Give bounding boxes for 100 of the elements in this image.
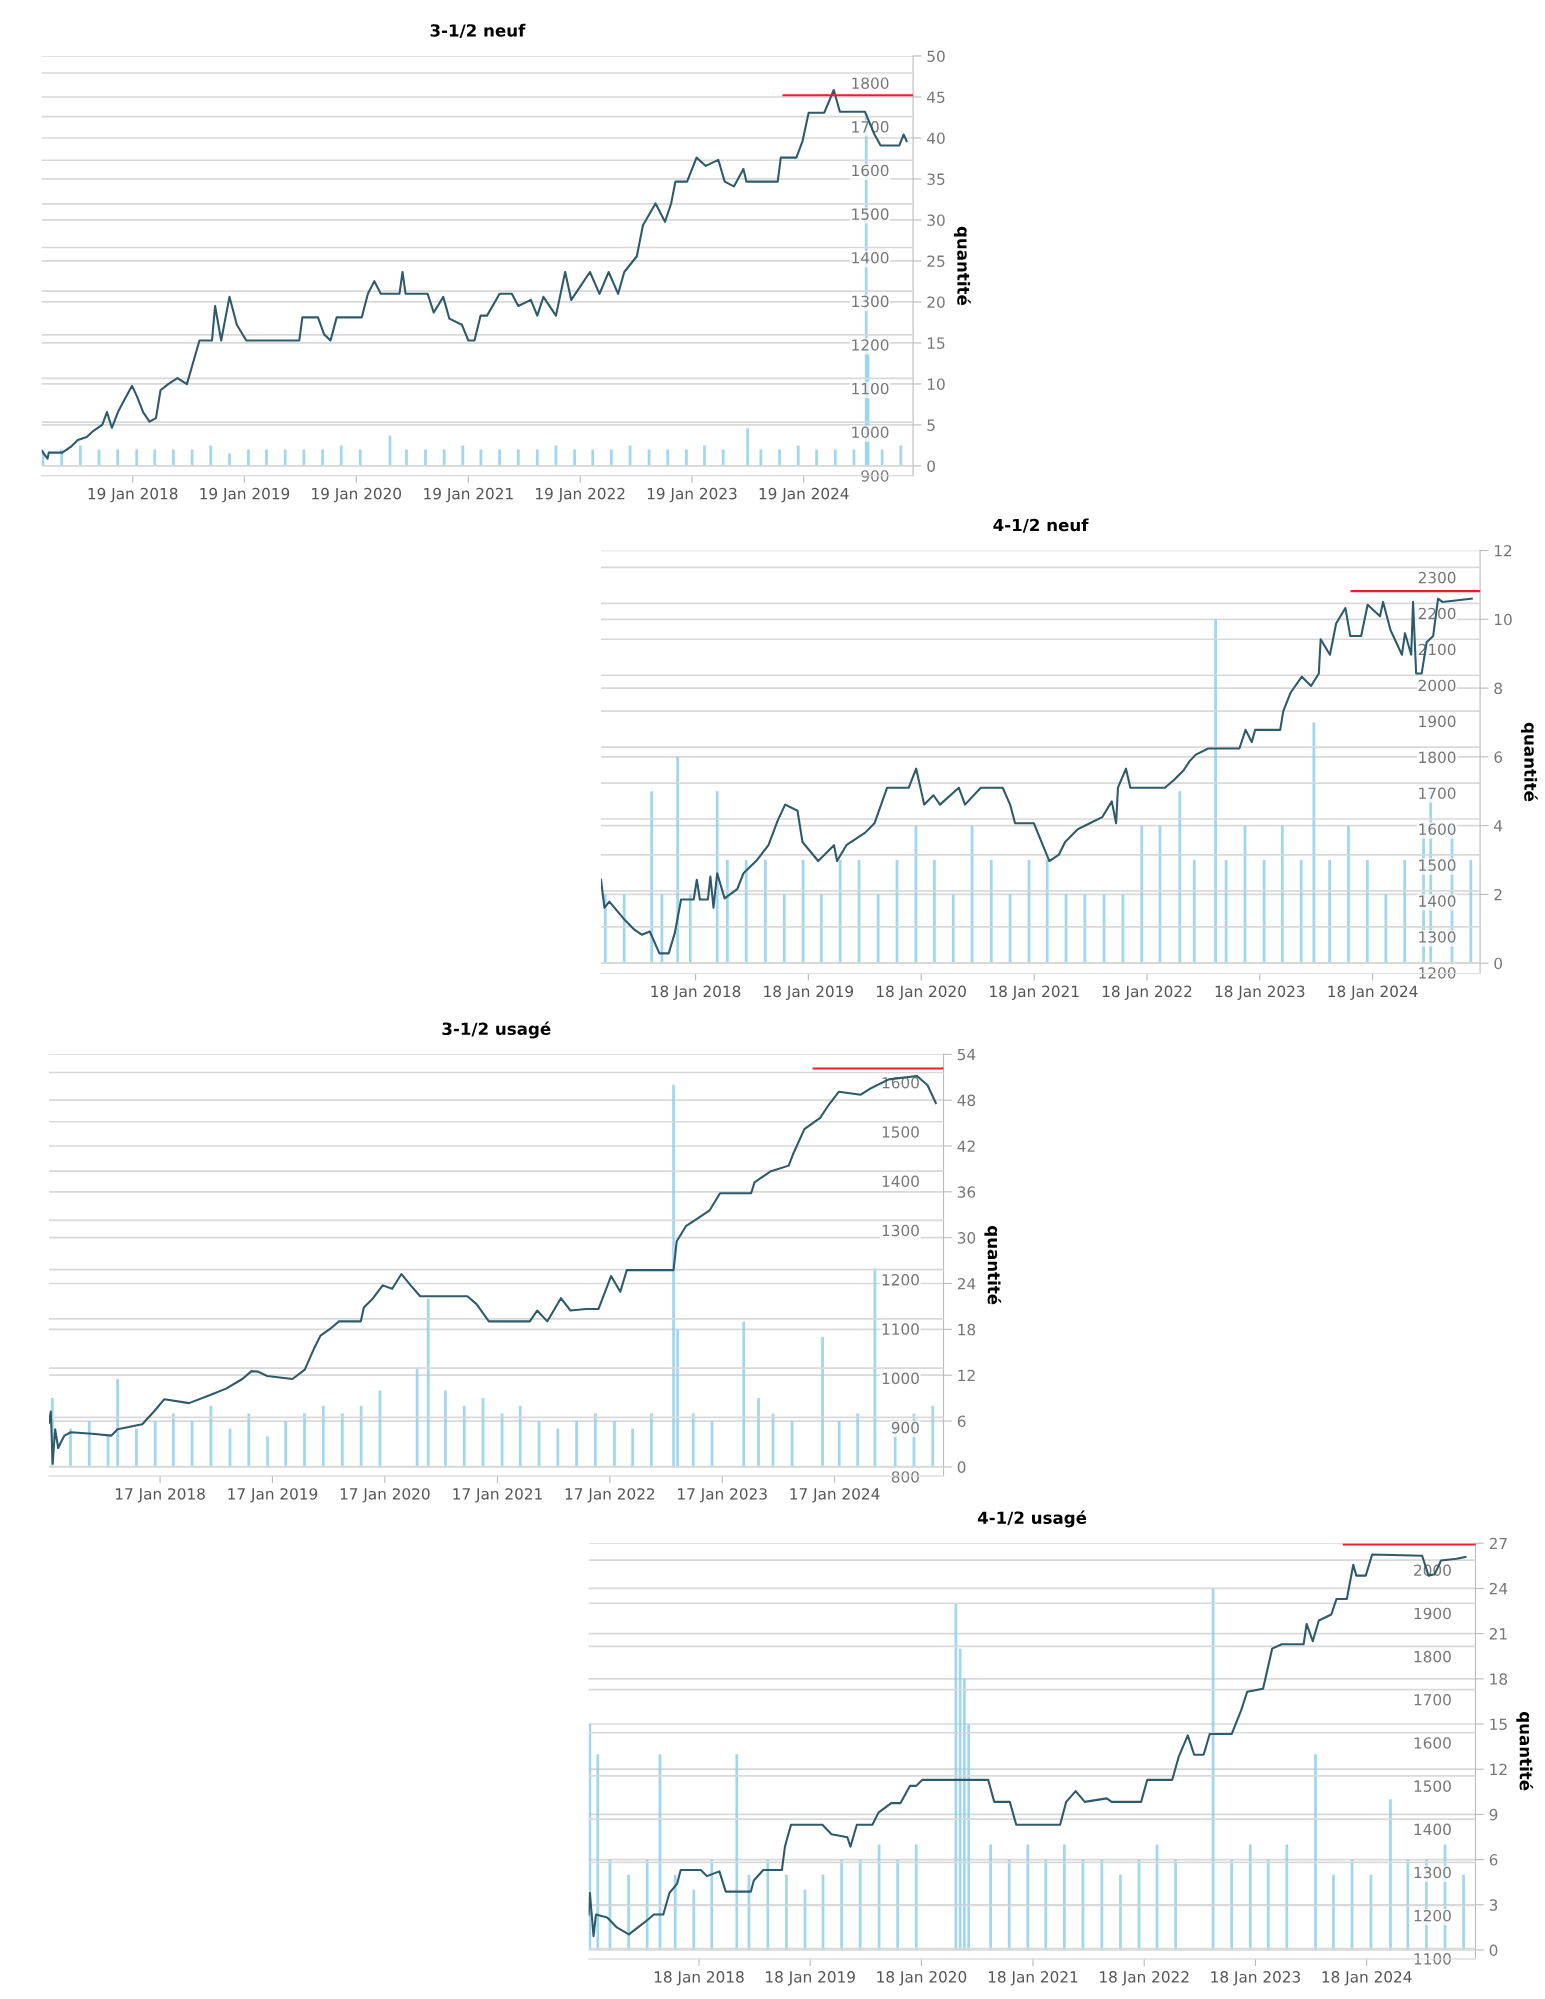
bar xyxy=(627,1874,630,1950)
bar xyxy=(821,1336,824,1467)
x-tick-label: 18 Jan 2021 xyxy=(988,1971,1078,1986)
bar xyxy=(1044,1859,1048,1950)
y2-axis-title: quantité xyxy=(953,226,971,305)
bar xyxy=(744,860,748,964)
bar xyxy=(603,894,607,964)
bar xyxy=(171,1413,175,1467)
bar xyxy=(645,1859,649,1950)
bar xyxy=(1347,825,1350,964)
bar xyxy=(613,1421,616,1467)
bar xyxy=(228,453,231,466)
y-tick-label: 1900 xyxy=(1419,715,1456,728)
x-tick-label: 18 Jan 2023 xyxy=(1215,985,1305,1000)
y-tick-label: 1200 xyxy=(1414,1909,1451,1922)
bar xyxy=(518,1405,522,1467)
y-tick-label: 800 xyxy=(891,1471,919,1483)
x-tick-label: 18 Jan 2022 xyxy=(1102,985,1192,1000)
bar xyxy=(1062,1844,1066,1950)
y-tick-label: 1200 xyxy=(852,339,889,351)
bar xyxy=(462,1405,466,1467)
bar xyxy=(1285,1844,1289,1950)
bar xyxy=(650,791,654,964)
bar xyxy=(1332,1874,1335,1950)
y2-tick-label: 30 xyxy=(927,214,945,226)
x-tick-label: 17 Jan 2024 xyxy=(790,1488,880,1503)
bar xyxy=(710,1859,714,1950)
bar xyxy=(358,449,362,466)
x-tick-label: 17 Jan 2021 xyxy=(453,1488,542,1503)
chart-title: 3-1/2 neuf xyxy=(430,23,526,39)
y2-axis-title: quantité xyxy=(984,1225,1002,1305)
bar xyxy=(1214,619,1217,964)
bar xyxy=(1045,860,1049,964)
y2-tick-label: 42 xyxy=(957,1140,975,1152)
bar xyxy=(283,449,287,466)
x-tick-label: 19 Jan 2020 xyxy=(312,487,402,503)
bar xyxy=(1248,1844,1252,1950)
x-tick-label: 17 Jan 2022 xyxy=(565,1488,655,1503)
y2-tick-label: 12 xyxy=(1490,1763,1507,1776)
bar xyxy=(190,1421,194,1467)
y2-tick-label: 20 xyxy=(927,296,945,308)
y2-tick-label: 12 xyxy=(958,1369,975,1381)
bar xyxy=(415,1367,419,1467)
bar xyxy=(858,1859,862,1950)
y2-tick-label: 35 xyxy=(927,173,945,185)
bar xyxy=(284,1421,288,1467)
y2-tick-label: 45 xyxy=(927,91,945,103)
y-tick-label: 1300 xyxy=(852,295,889,308)
bar xyxy=(1328,860,1332,964)
bar xyxy=(1384,894,1388,964)
y-tick-label: 1300 xyxy=(882,1224,919,1237)
bar xyxy=(833,449,837,466)
bar xyxy=(631,1428,635,1467)
bar xyxy=(951,894,955,964)
y-tick-label: 1700 xyxy=(1414,1694,1451,1706)
bar xyxy=(796,445,800,466)
bar xyxy=(726,860,729,964)
bar xyxy=(838,860,842,964)
bar xyxy=(591,449,595,466)
bar xyxy=(426,1298,430,1467)
x-tick-label: 18 Jan 2019 xyxy=(764,985,854,1000)
bar xyxy=(321,449,324,466)
bar xyxy=(1262,860,1266,964)
bar xyxy=(1365,860,1369,964)
bar xyxy=(896,1859,900,1950)
y2-tick-label: 10 xyxy=(927,378,945,390)
bar xyxy=(444,1390,447,1467)
bar xyxy=(153,1421,157,1467)
bar xyxy=(785,1874,788,1950)
bar xyxy=(516,449,520,466)
bar xyxy=(759,449,763,466)
bar xyxy=(914,825,918,964)
bar xyxy=(899,445,903,466)
bar xyxy=(1178,791,1182,964)
bar xyxy=(931,1405,935,1467)
x-tick-label: 18 Jan 2021 xyxy=(990,985,1079,1000)
y2-axis-title: quantité xyxy=(1516,1711,1534,1791)
y2-tick-label: 40 xyxy=(927,132,945,144)
bar xyxy=(685,449,688,466)
bar xyxy=(715,791,719,964)
y2-tick-label: 0 xyxy=(927,460,935,472)
bar xyxy=(424,449,427,466)
x-tick-label: 18 Jan 2022 xyxy=(1100,1971,1189,1986)
y2-tick-label: 8 xyxy=(1494,682,1502,695)
bar xyxy=(688,894,692,964)
bar xyxy=(535,449,539,466)
bar xyxy=(782,894,786,964)
y2-tick-label: 0 xyxy=(1489,1944,1498,1956)
y-tick-label: 2300 xyxy=(1418,571,1456,584)
y-tick-label: 1800 xyxy=(852,77,889,89)
bar xyxy=(1469,860,1473,964)
bar xyxy=(498,449,501,466)
bar xyxy=(933,860,936,964)
bar xyxy=(340,1413,344,1467)
bar xyxy=(676,756,680,964)
bar xyxy=(1119,1874,1122,1950)
x-tick-label: 19 Jan 2018 xyxy=(88,487,178,503)
bar xyxy=(914,1844,918,1950)
y-tick-label: 1100 xyxy=(1414,1953,1451,1965)
bar xyxy=(1406,1859,1410,1950)
